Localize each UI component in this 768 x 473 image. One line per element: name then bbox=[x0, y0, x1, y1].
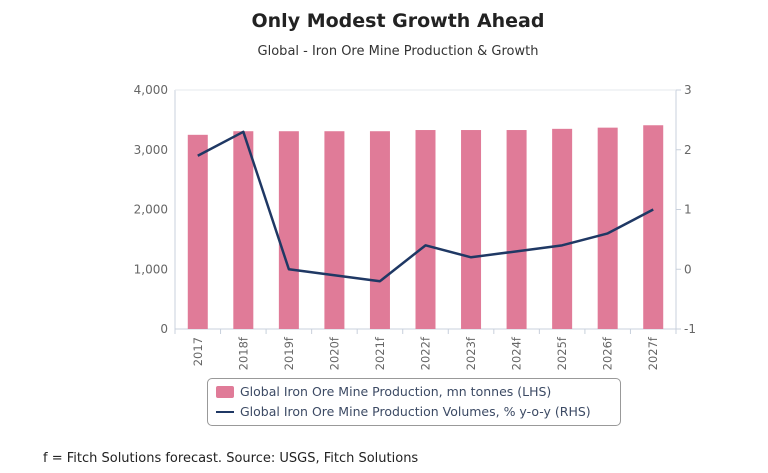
bar-2027f bbox=[643, 125, 664, 329]
legend-swatch-bar bbox=[216, 385, 234, 398]
footnote: f = Fitch Solutions forecast. Source: US… bbox=[43, 451, 419, 466]
legend-label-production: Global Iron Ore Mine Production, mn tonn… bbox=[240, 384, 552, 399]
x-tick-label: 2025f bbox=[555, 336, 569, 370]
x-tick-label: 2022f bbox=[419, 336, 433, 370]
right-tick-label: 2 bbox=[684, 143, 692, 157]
right-tick-label: -1 bbox=[684, 322, 696, 336]
left-tick-label: 4,000 bbox=[134, 83, 168, 97]
x-tick-label: 2023f bbox=[464, 336, 478, 370]
right-tick-label: 3 bbox=[684, 83, 692, 97]
bar-2017 bbox=[187, 134, 208, 329]
bar-2023f bbox=[461, 130, 482, 329]
x-tick-label: 2026f bbox=[601, 336, 615, 370]
bar-2024f bbox=[506, 130, 527, 329]
bar-2018f bbox=[233, 131, 254, 329]
bar-2026f bbox=[597, 127, 618, 329]
left-tick-label: 0 bbox=[160, 322, 168, 336]
legend-label-growth: Global Iron Ore Mine Production Volumes,… bbox=[240, 404, 591, 419]
x-tick-label: 2017 bbox=[191, 337, 205, 366]
chart-subtitle: Global - Iron Ore Mine Production & Grow… bbox=[257, 44, 539, 59]
x-tick-label: 2019f bbox=[282, 336, 296, 370]
bar-2021f bbox=[369, 131, 390, 329]
legend-swatch-line bbox=[216, 410, 234, 413]
chart-title: Only Modest Growth Ahead bbox=[251, 10, 545, 32]
bar-2020f bbox=[324, 131, 345, 329]
legend: Global Iron Ore Mine Production, mn tonn… bbox=[207, 378, 621, 426]
x-tick-label: 2024f bbox=[510, 336, 524, 370]
bar-2025f bbox=[552, 128, 573, 329]
left-tick-label: 2,000 bbox=[134, 203, 168, 217]
x-tick-label: 2020f bbox=[327, 336, 341, 370]
bar-2022f bbox=[415, 130, 436, 329]
left-tick-label: 1,000 bbox=[134, 262, 168, 276]
right-tick-label: 1 bbox=[684, 203, 692, 217]
bar-2019f bbox=[278, 131, 299, 329]
x-tick-label: 2018f bbox=[236, 336, 250, 370]
legend-item-growth: Global Iron Ore Mine Production Volumes,… bbox=[216, 404, 591, 419]
left-tick-label: 3,000 bbox=[134, 143, 168, 157]
x-tick-label: 2027f bbox=[646, 336, 660, 370]
x-tick-label: 2021f bbox=[373, 336, 387, 370]
right-tick-label: 0 bbox=[684, 262, 692, 276]
legend-item-production: Global Iron Ore Mine Production, mn tonn… bbox=[216, 384, 551, 399]
